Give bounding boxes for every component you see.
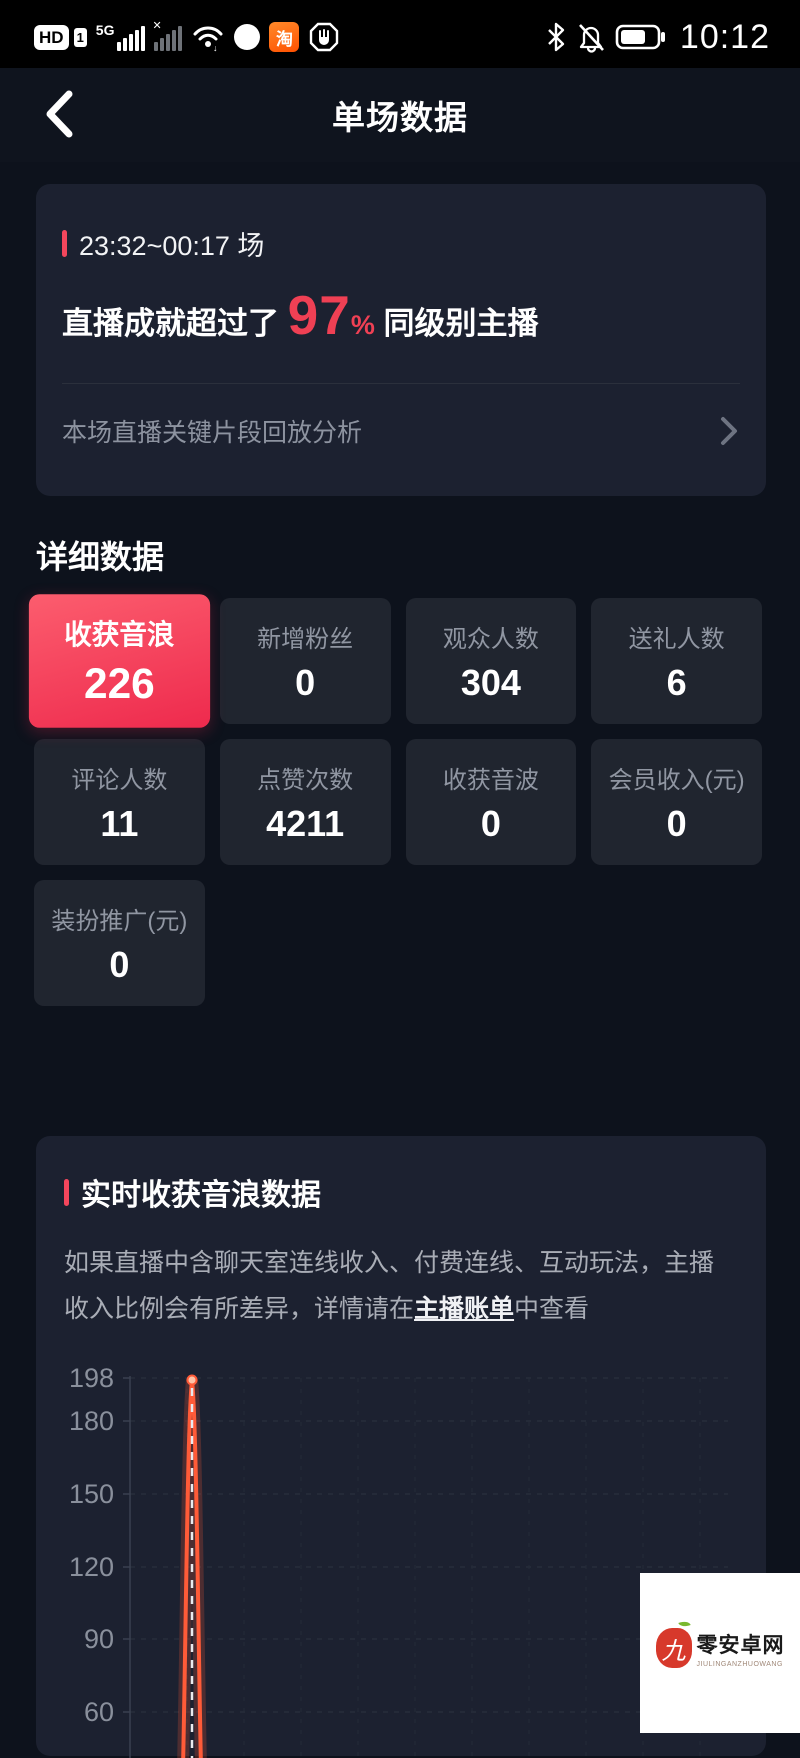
stat-card[interactable]: 评论人数 11 <box>34 739 205 865</box>
y-tick-198: 198 <box>69 1363 114 1393</box>
taobao-app-icon: 淘 <box>269 22 300 52</box>
chart-description: 如果直播中含聊天室连线收入、付费连线、互动玩法，主播收入比例会有所差异，详情请在… <box>64 1249 715 1323</box>
stat-card[interactable]: 收获音波 0 <box>405 739 577 865</box>
replay-analysis-link[interactable]: 本场直播关键片段回放分析 <box>62 384 740 478</box>
y-tick-180: 180 <box>69 1406 114 1436</box>
signal2-no-service-icon: ✕ <box>152 20 183 51</box>
stat-label: 送礼人数 <box>628 625 725 653</box>
svg-text:↓: ↓ <box>213 43 218 52</box>
y-tick-90: 90 <box>84 1624 114 1654</box>
back-button[interactable] <box>42 86 90 142</box>
stats-grid: 收获音浪 226 新增粉丝 0 观众人数 304 送礼人数 6 评论人数 11 … <box>28 594 762 1006</box>
message-bubble-icon <box>234 24 261 50</box>
watermark-subtext: JIULINGANZHUOWANG <box>696 1660 783 1668</box>
stat-label: 评论人数 <box>71 766 168 794</box>
watermark-seal-icon: 九 <box>655 1619 692 1668</box>
stat-label: 会员收入(元) <box>608 766 745 794</box>
page-title: 单场数据 <box>332 99 468 136</box>
stat-label: 新增粉丝 <box>257 625 354 653</box>
status-bar: HD 1 5G ✕ ↓ 淘 <box>0 0 800 68</box>
watermark-name: 零安卓网 <box>696 1631 785 1657</box>
y-tick-60: 60 <box>84 1697 114 1727</box>
section-marker <box>62 230 67 257</box>
chevron-right-icon <box>721 417 737 445</box>
stat-card[interactable]: 观众人数 304 <box>405 598 577 724</box>
stat-value: 0 <box>480 802 501 844</box>
y-tick-120: 120 <box>69 1552 114 1582</box>
battery-icon <box>615 23 667 51</box>
achievement-line: 直播成就超过了 97% 同级别主播 <box>62 284 539 346</box>
sim1-icon: 1 <box>73 27 87 47</box>
clock-time: 10:12 <box>679 17 770 56</box>
anchor-bill-link[interactable]: 主播账单 <box>414 1295 515 1323</box>
divider <box>62 383 740 384</box>
stat-card[interactable]: 送礼人数 6 <box>591 598 762 724</box>
realtime-line-chart: 198 180 150 120 90 60 <box>64 1348 738 1758</box>
peak-point <box>186 1374 198 1386</box>
stat-card-selected[interactable]: 收获音浪 226 <box>28 594 210 728</box>
stat-card[interactable]: 装扮推广(元) 0 <box>34 880 205 1006</box>
stat-card[interactable]: 会员收入(元) 0 <box>591 739 762 865</box>
stat-value: 11 <box>100 802 139 844</box>
leaf-icon <box>677 1619 691 1629</box>
details-section-title: 详细数据 <box>36 539 165 575</box>
achievement-percent-value: 97 <box>287 284 351 346</box>
stat-label: 收获音波 <box>442 766 539 794</box>
site-watermark: 九 零安卓网 JIULINGANZHUOWANG <box>640 1573 800 1733</box>
stat-label: 装扮推广(元) <box>51 907 188 935</box>
stat-card[interactable]: 点赞次数 4211 <box>219 739 391 865</box>
mute-bell-icon <box>576 21 606 53</box>
realtime-chart-title: 实时收获音浪数据 <box>81 1179 321 1212</box>
hd-volte-icon: HD <box>34 24 69 50</box>
session-time-range: 23:32~00:17 场 <box>79 231 265 261</box>
network-type-label: 5G <box>95 22 115 38</box>
do-not-disturb-hand-icon <box>308 21 340 53</box>
section-marker <box>64 1178 69 1206</box>
stat-label: 收获音浪 <box>64 618 175 651</box>
stat-value: 4211 <box>266 802 345 844</box>
title-bar: 单场数据 <box>0 68 800 162</box>
stat-value: 0 <box>109 943 130 985</box>
bluetooth-icon <box>545 21 567 53</box>
stat-label: 点赞次数 <box>257 766 354 794</box>
stat-value: 0 <box>666 802 687 844</box>
wifi-icon: ↓ <box>191 22 225 52</box>
y-tick-150: 150 <box>69 1479 114 1509</box>
stat-card[interactable]: 新增粉丝 0 <box>219 598 391 724</box>
stat-value: 304 <box>460 661 521 703</box>
stat-label: 观众人数 <box>442 625 539 653</box>
session-summary-card: 23:32~00:17 场 直播成就超过了 97% 同级别主播 本场直播关键片段… <box>36 184 766 496</box>
stat-value: 0 <box>295 661 316 703</box>
signal-strength-icon: 5G <box>96 23 146 51</box>
stat-value: 6 <box>666 661 687 703</box>
stat-value: 226 <box>83 661 155 708</box>
